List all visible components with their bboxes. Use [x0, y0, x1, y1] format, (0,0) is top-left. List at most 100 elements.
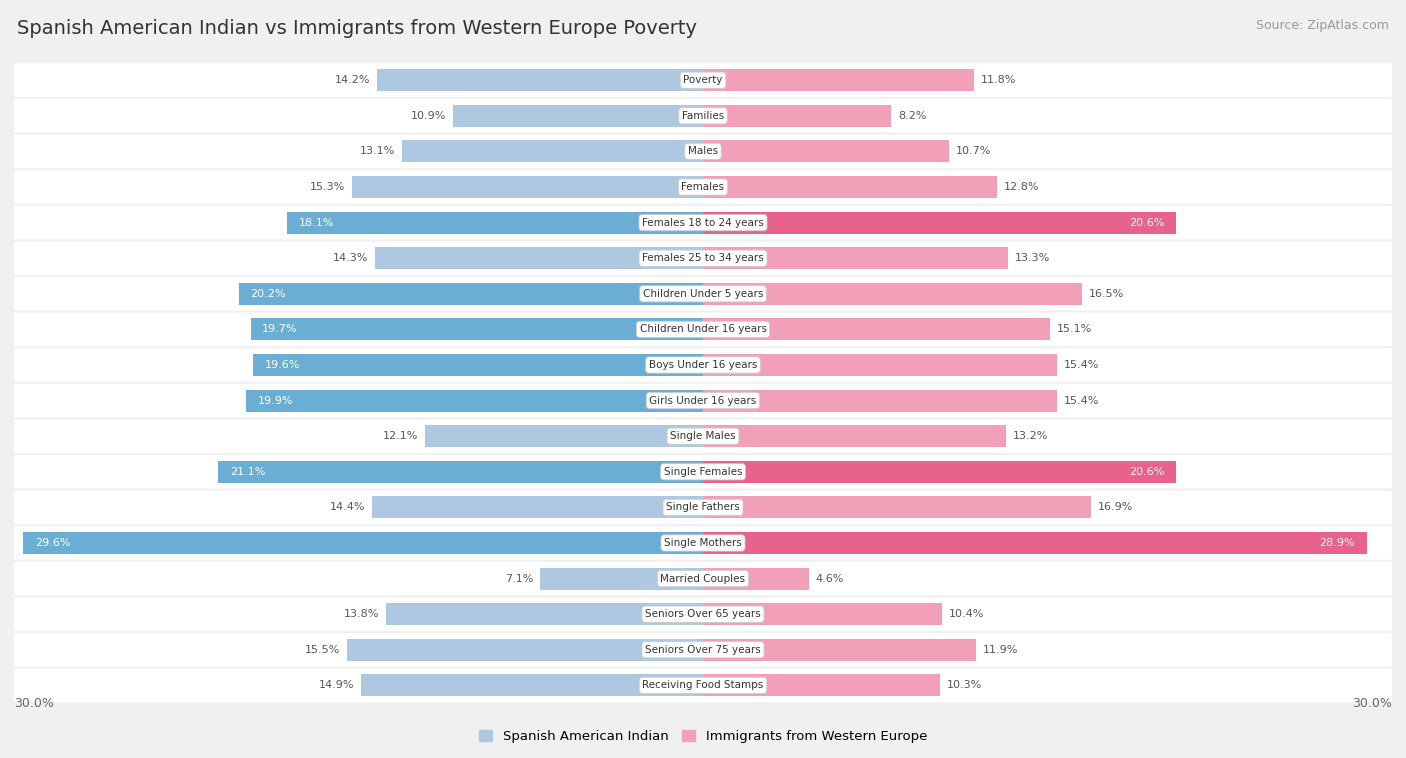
- Bar: [253, 354, 703, 376]
- Text: 29.6%: 29.6%: [35, 538, 70, 548]
- FancyBboxPatch shape: [14, 206, 1392, 240]
- Text: 11.9%: 11.9%: [983, 645, 1018, 655]
- Text: 16.9%: 16.9%: [1098, 503, 1133, 512]
- Bar: [239, 283, 703, 305]
- Text: 10.7%: 10.7%: [956, 146, 991, 156]
- Text: Females: Females: [682, 182, 724, 192]
- Text: Boys Under 16 years: Boys Under 16 years: [648, 360, 758, 370]
- Text: Single Mothers: Single Mothers: [664, 538, 742, 548]
- Text: Receiving Food Stamps: Receiving Food Stamps: [643, 681, 763, 691]
- Text: 18.1%: 18.1%: [299, 218, 335, 227]
- Bar: [703, 639, 976, 661]
- Text: 10.4%: 10.4%: [949, 609, 984, 619]
- Text: 12.8%: 12.8%: [1004, 182, 1039, 192]
- FancyBboxPatch shape: [14, 348, 1392, 382]
- Text: 30.0%: 30.0%: [14, 697, 53, 709]
- Bar: [374, 247, 703, 269]
- Text: 20.6%: 20.6%: [1129, 218, 1164, 227]
- Text: 14.9%: 14.9%: [318, 681, 354, 691]
- Bar: [703, 211, 1175, 233]
- Text: 13.1%: 13.1%: [360, 146, 395, 156]
- Text: Males: Males: [688, 146, 718, 156]
- Bar: [703, 675, 939, 697]
- FancyBboxPatch shape: [14, 562, 1392, 595]
- Text: 15.4%: 15.4%: [1063, 396, 1099, 406]
- Text: Source: ZipAtlas.com: Source: ZipAtlas.com: [1256, 19, 1389, 32]
- Bar: [703, 354, 1057, 376]
- FancyBboxPatch shape: [14, 419, 1392, 453]
- Bar: [287, 211, 703, 233]
- Text: Females 18 to 24 years: Females 18 to 24 years: [643, 218, 763, 227]
- Text: Married Couples: Married Couples: [661, 574, 745, 584]
- Text: 13.8%: 13.8%: [344, 609, 380, 619]
- Text: 16.5%: 16.5%: [1088, 289, 1123, 299]
- Text: Single Fathers: Single Fathers: [666, 503, 740, 512]
- FancyBboxPatch shape: [14, 455, 1392, 488]
- FancyBboxPatch shape: [14, 277, 1392, 311]
- Text: 21.1%: 21.1%: [231, 467, 266, 477]
- Bar: [703, 283, 1083, 305]
- Bar: [703, 390, 1057, 412]
- Bar: [703, 603, 942, 625]
- Bar: [218, 461, 703, 483]
- FancyBboxPatch shape: [14, 384, 1392, 418]
- Bar: [540, 568, 703, 590]
- Text: Single Males: Single Males: [671, 431, 735, 441]
- Bar: [703, 69, 974, 91]
- FancyBboxPatch shape: [14, 99, 1392, 133]
- FancyBboxPatch shape: [14, 171, 1392, 204]
- Bar: [703, 247, 1008, 269]
- FancyBboxPatch shape: [14, 490, 1392, 524]
- Bar: [250, 318, 703, 340]
- Text: Seniors Over 65 years: Seniors Over 65 years: [645, 609, 761, 619]
- Bar: [703, 176, 997, 198]
- Bar: [361, 675, 703, 697]
- Bar: [703, 496, 1091, 518]
- Bar: [703, 318, 1050, 340]
- Text: 10.9%: 10.9%: [411, 111, 446, 121]
- FancyBboxPatch shape: [14, 242, 1392, 275]
- Text: 28.9%: 28.9%: [1320, 538, 1355, 548]
- FancyBboxPatch shape: [14, 312, 1392, 346]
- Text: Seniors Over 75 years: Seniors Over 75 years: [645, 645, 761, 655]
- FancyBboxPatch shape: [14, 64, 1392, 97]
- Text: 12.1%: 12.1%: [382, 431, 418, 441]
- Text: 14.3%: 14.3%: [332, 253, 368, 263]
- Text: Children Under 16 years: Children Under 16 years: [640, 324, 766, 334]
- Text: 10.3%: 10.3%: [946, 681, 981, 691]
- Bar: [402, 140, 703, 162]
- Text: 20.2%: 20.2%: [250, 289, 285, 299]
- Text: 15.4%: 15.4%: [1063, 360, 1099, 370]
- Text: 11.8%: 11.8%: [981, 75, 1017, 85]
- Bar: [703, 568, 808, 590]
- Bar: [425, 425, 703, 447]
- Text: Girls Under 16 years: Girls Under 16 years: [650, 396, 756, 406]
- FancyBboxPatch shape: [14, 526, 1392, 559]
- Text: 30.0%: 30.0%: [1353, 697, 1392, 709]
- Bar: [377, 69, 703, 91]
- Bar: [373, 496, 703, 518]
- Text: Females 25 to 34 years: Females 25 to 34 years: [643, 253, 763, 263]
- Text: 7.1%: 7.1%: [505, 574, 533, 584]
- Text: Spanish American Indian vs Immigrants from Western Europe Poverty: Spanish American Indian vs Immigrants fr…: [17, 19, 697, 38]
- Bar: [703, 140, 949, 162]
- Text: 13.2%: 13.2%: [1012, 431, 1049, 441]
- Bar: [24, 532, 703, 554]
- Text: 13.3%: 13.3%: [1015, 253, 1050, 263]
- Text: 4.6%: 4.6%: [815, 574, 844, 584]
- FancyBboxPatch shape: [14, 597, 1392, 631]
- Text: 14.4%: 14.4%: [330, 503, 366, 512]
- Text: Families: Families: [682, 111, 724, 121]
- Text: 19.9%: 19.9%: [257, 396, 292, 406]
- Text: 8.2%: 8.2%: [898, 111, 927, 121]
- Text: 19.7%: 19.7%: [262, 324, 298, 334]
- Bar: [347, 639, 703, 661]
- Bar: [703, 105, 891, 127]
- Bar: [387, 603, 703, 625]
- Bar: [703, 532, 1367, 554]
- FancyBboxPatch shape: [14, 135, 1392, 168]
- FancyBboxPatch shape: [14, 669, 1392, 702]
- Legend: Spanish American Indian, Immigrants from Western Europe: Spanish American Indian, Immigrants from…: [479, 731, 927, 744]
- FancyBboxPatch shape: [14, 633, 1392, 666]
- Text: 15.1%: 15.1%: [1057, 324, 1092, 334]
